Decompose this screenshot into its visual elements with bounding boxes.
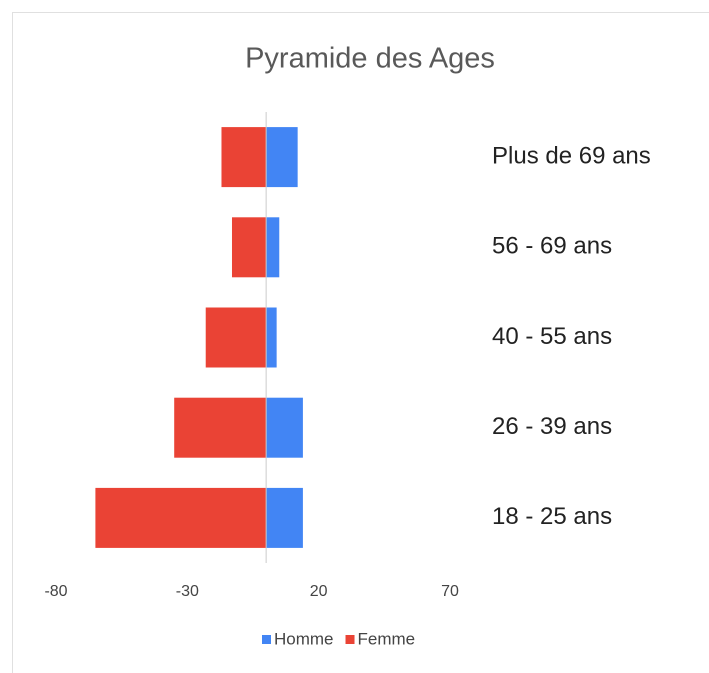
legend-label: Homme	[274, 629, 334, 648]
category-label: 18 - 25 ans	[492, 503, 612, 530]
legend-swatch	[262, 635, 271, 644]
legend-swatch	[345, 635, 355, 644]
bar	[266, 397, 303, 458]
x-tick-label: 20	[310, 583, 328, 600]
category-label: 26 - 39 ans	[492, 413, 612, 440]
bar	[266, 307, 277, 368]
chart-border	[12, 12, 709, 673]
bar	[95, 487, 267, 548]
bar	[174, 397, 267, 458]
bar	[266, 127, 298, 188]
x-tick-label: -30	[176, 583, 199, 600]
bar	[221, 127, 267, 188]
category-label: 40 - 55 ans	[492, 323, 612, 350]
category-label: 56 - 69 ans	[492, 233, 612, 260]
category-label: Plus de 69 ans	[492, 142, 651, 169]
x-tick-label: -80	[44, 583, 67, 600]
bar	[231, 217, 267, 278]
legend-label: Femme	[358, 629, 416, 648]
chart-title: Pyramide des Ages	[245, 43, 495, 75]
x-tick-label: 70	[441, 583, 459, 600]
bar	[205, 307, 267, 368]
bar	[266, 487, 303, 548]
bar	[266, 217, 280, 278]
